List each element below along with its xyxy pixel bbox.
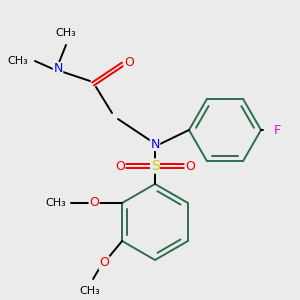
Text: N: N: [53, 62, 63, 76]
Text: N: N: [150, 137, 160, 151]
Text: CH₃: CH₃: [46, 198, 67, 208]
Text: O: O: [89, 196, 99, 209]
Text: CH₃: CH₃: [80, 286, 101, 296]
Text: CH₃: CH₃: [56, 28, 76, 38]
Text: O: O: [124, 56, 134, 68]
Text: O: O: [185, 160, 195, 172]
Text: O: O: [115, 160, 125, 172]
Text: S: S: [151, 159, 159, 173]
Text: CH₃: CH₃: [8, 56, 29, 66]
Text: O: O: [99, 256, 109, 269]
Text: F: F: [273, 124, 280, 136]
